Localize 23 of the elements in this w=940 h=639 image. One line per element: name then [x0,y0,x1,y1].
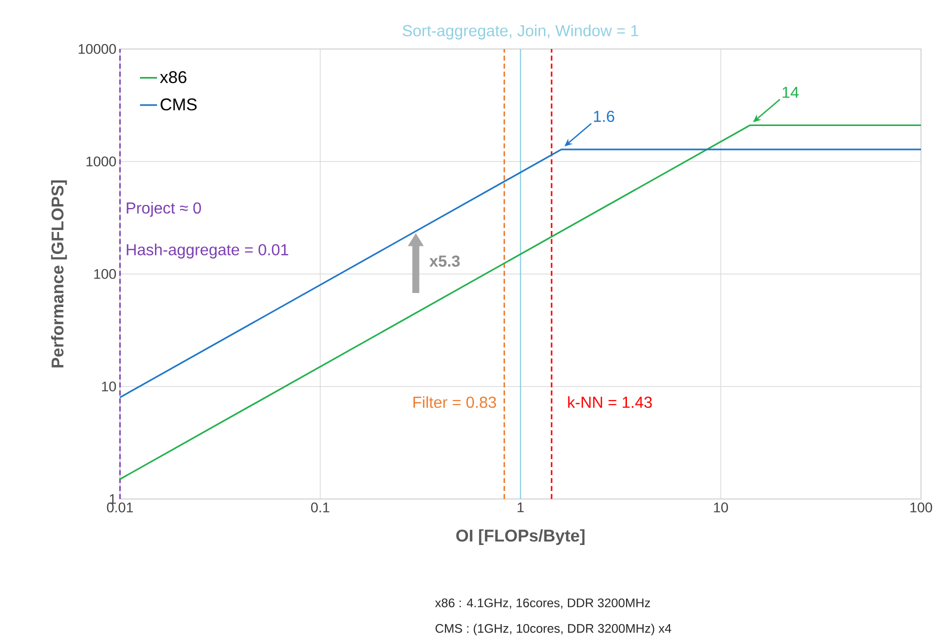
text: CMS : (1GHz, 10cores, DDR 3200MHz) x4 [436,624,672,636]
y-tick-label: 10000 [78,44,116,54]
annotation: 14 [782,87,799,98]
ref-line-label: Filter = 0.83 [413,396,496,408]
annotation: 1.6 [594,110,614,122]
ref-line-label: Sort-aggregate, Join, Window = 1 [402,24,638,40]
ref-line-label: Hash-aggregate = 0.01 [126,244,288,259]
y-tick-label: 1000 [86,156,116,167]
ref-line-label: k-NN = 1.43 [568,396,652,408]
legend-label: x86 [160,71,186,84]
y-tick-label: 10 [102,382,116,392]
x-tick-label: 1 [518,502,524,512]
x-tick-label: 10 [714,502,728,513]
annotation: Project ≈ 0 [126,202,201,217]
x-tick-label: 0.1 [311,502,330,513]
y-axis-title: Performance [GFLOPS] [51,180,67,368]
legend-label: CMS [160,98,197,111]
x-axis-title: OI [FLOPs/Byte] [456,529,584,546]
x-tick-label: 0.01 [106,502,133,513]
annotation: x5.3 [429,256,460,267]
y-tick-label: 100 [94,269,116,280]
x-tick-label: 100 [910,502,932,513]
text: x86 : 4.1GHz, 16cores, DDR 3200MHz [435,598,650,609]
